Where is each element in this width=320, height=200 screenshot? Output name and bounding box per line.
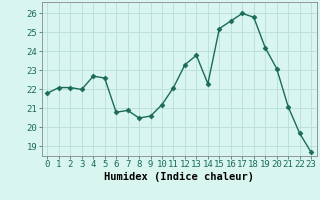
X-axis label: Humidex (Indice chaleur): Humidex (Indice chaleur): [104, 172, 254, 182]
